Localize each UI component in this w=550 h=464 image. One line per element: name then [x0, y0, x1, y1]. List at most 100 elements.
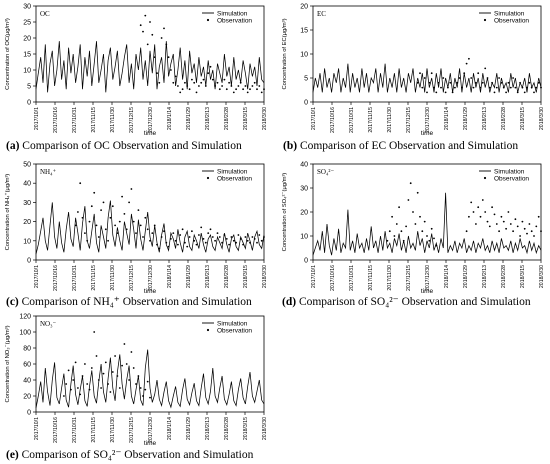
observation-point	[537, 215, 540, 218]
y-tick-label: 120	[19, 314, 31, 321]
x-tick-label: 2017/11/30	[110, 107, 116, 133]
y-tick-label: 0	[27, 258, 31, 265]
observation-point	[246, 239, 249, 242]
observation-point	[533, 235, 535, 237]
legend-entry-simulation: Simulation	[494, 10, 525, 17]
x-axis-label: time	[144, 288, 157, 295]
observation-point	[144, 216, 147, 219]
observation-point	[540, 86, 542, 89]
observation-point	[475, 223, 477, 225]
observation-point	[100, 387, 102, 389]
x-axis-label: time	[144, 440, 157, 447]
x-tick-label: 2017/10/1	[34, 417, 40, 440]
observation-point	[184, 81, 186, 84]
legend-entry-observation: Observation	[494, 175, 529, 182]
observation-point	[412, 211, 414, 213]
observation-point	[170, 69, 172, 71]
x-tick-label: 2018/3/15	[243, 417, 249, 440]
x-tick-label: 2017/11/30	[387, 265, 393, 291]
x-tick-label: 2017/12/30	[425, 265, 431, 291]
observation-point	[188, 236, 191, 238]
observation-point	[388, 230, 391, 233]
observation-point	[256, 88, 258, 91]
observation-point	[479, 86, 482, 89]
y-axis-label: Concentration of OC(μg/m³)	[5, 18, 11, 90]
caption-label: (b)	[283, 140, 298, 152]
caption-text: Comparison of EC Observation and Simulat…	[299, 140, 519, 152]
observation-point	[407, 199, 410, 201]
observation-point	[249, 88, 251, 91]
observation-point	[409, 182, 412, 185]
x-tick-label: 2017/11/15	[91, 107, 97, 133]
x-tick-label: 2018/1/14	[444, 265, 450, 288]
observation-point	[239, 238, 242, 240]
observation-point	[130, 188, 133, 190]
observation-point	[153, 224, 156, 227]
x-tick-label: 2017/11/15	[368, 107, 374, 133]
observation-point	[481, 81, 484, 84]
observation-point	[193, 239, 196, 242]
observation-point	[433, 237, 435, 240]
observation-point	[502, 220, 505, 223]
observation-point	[200, 226, 203, 229]
observation-point	[488, 225, 491, 228]
observation-point	[186, 85, 189, 87]
observation-point	[430, 72, 433, 75]
observation-point	[218, 88, 221, 91]
observation-point	[491, 81, 493, 84]
y-tick-label: 10	[300, 52, 308, 59]
caption-label: (a)	[6, 140, 20, 152]
y-tick-label: 50	[23, 162, 31, 169]
observation-point	[90, 367, 93, 369]
observation-point	[207, 72, 210, 75]
observation-point	[111, 205, 114, 208]
observation-point	[528, 223, 531, 225]
x-tick-label: 2018/2/28	[501, 107, 507, 130]
observation-point	[444, 91, 447, 94]
observation-point	[172, 232, 175, 234]
observation-point	[181, 228, 184, 231]
observation-point	[249, 241, 251, 244]
x-tick-label: 2017/10/1	[34, 265, 40, 288]
observation-point	[86, 383, 89, 385]
x-tick-label: 2017/12/15	[129, 265, 135, 291]
y-axis-label: Concentration of EC(μg/m³)	[282, 18, 288, 89]
x-tick-label: 2017/11/15	[91, 265, 97, 291]
observation-point	[156, 243, 158, 246]
observation-point	[428, 81, 431, 84]
observation-point	[179, 234, 182, 236]
observation-point	[461, 86, 463, 89]
x-tick-label: 2018/3/30	[262, 107, 268, 130]
chart-svg-e: 0 20 40 60 80 100 120 2017/10/1 2017/10/16 2017/1…	[5, 314, 268, 448]
chart-svg-c: 0 10 20 30 40 50 2017/10/1 2017/10/16 2017/10/31…	[4, 162, 268, 296]
observation-point	[191, 230, 193, 233]
x-tick-label: 2017/10/1	[311, 107, 317, 130]
observation-point	[109, 216, 112, 219]
observation-point	[160, 37, 163, 39]
y-tick-label: 0	[304, 100, 308, 107]
y-tick-label: 100	[19, 330, 31, 337]
observation-point	[244, 236, 247, 238]
observation-point	[242, 243, 245, 246]
y-tick-label: 5	[27, 84, 31, 91]
chart-panel-oc: 0 5 10 15 20 25 30 2017/10/1 2017/10/16 2017/10/3…	[0, 0, 272, 138]
observation-point	[475, 81, 477, 84]
y-tick-label: 30	[23, 4, 31, 11]
observation-point	[437, 81, 440, 84]
x-tick-label: 2018/2/13	[205, 417, 211, 440]
observation-point	[123, 213, 126, 215]
observation-point	[81, 216, 84, 219]
observation-point	[523, 91, 526, 94]
x-tick-label: 2017/10/31	[72, 265, 78, 291]
observation-point	[435, 91, 438, 94]
observation-point	[514, 218, 517, 221]
series-observation-dots	[416, 57, 542, 94]
y-tick-label: 0	[304, 258, 308, 265]
x-axis-label: time	[421, 288, 434, 295]
x-tick-label: 2018/1/29	[463, 107, 469, 130]
observation-point	[433, 86, 435, 89]
observation-point	[468, 215, 470, 218]
observation-point	[158, 247, 161, 250]
series-simulation-line	[35, 41, 265, 93]
x-tick-label: 2018/2/28	[501, 265, 507, 288]
